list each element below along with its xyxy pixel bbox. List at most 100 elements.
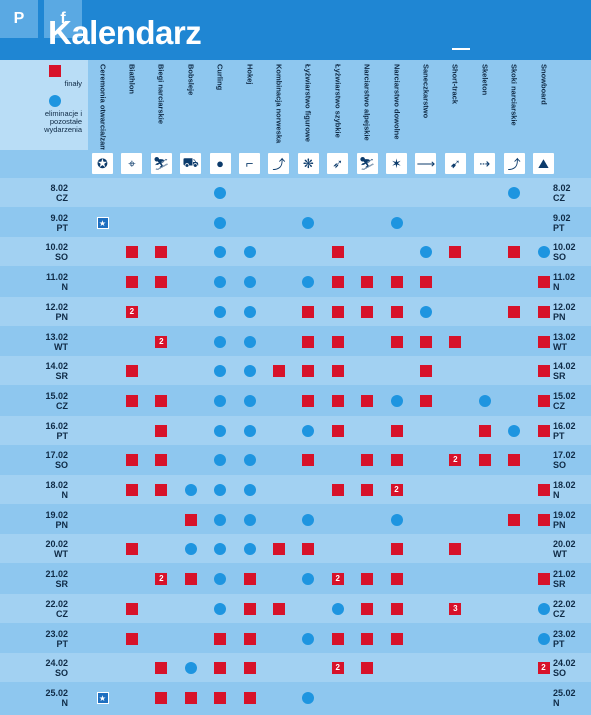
final-marker bbox=[508, 513, 521, 526]
event-marker bbox=[390, 216, 403, 229]
hockey-icon: ⌐ bbox=[239, 153, 260, 174]
row-date-left: 12.02 PN bbox=[45, 301, 68, 322]
final-marker bbox=[390, 602, 403, 615]
event-marker bbox=[302, 513, 315, 526]
ceremony-icon: ✪ bbox=[92, 153, 113, 174]
cross-country-icon: ⛷ bbox=[150, 153, 172, 174]
column-header-label: Łyżwiarstwo szybkie bbox=[333, 64, 343, 138]
final-marker bbox=[331, 632, 344, 645]
final-marker bbox=[361, 632, 374, 645]
final-marker bbox=[243, 662, 256, 675]
table-row: 16.02 PT 16.02 PT bbox=[0, 415, 591, 445]
row-date-right: 19.02 PN bbox=[553, 509, 576, 530]
event-marker bbox=[390, 394, 403, 407]
final-marker: 2 bbox=[449, 454, 462, 467]
final-marker: 2 bbox=[155, 335, 168, 348]
other-legend-marker bbox=[49, 95, 61, 107]
final-marker bbox=[390, 632, 403, 645]
event-marker bbox=[214, 187, 227, 199]
final-marker bbox=[125, 246, 138, 259]
column-header: Narciarstwo dowolne bbox=[382, 60, 411, 150]
final-marker bbox=[361, 454, 374, 467]
event-marker bbox=[243, 484, 256, 496]
event-marker bbox=[214, 573, 227, 586]
row-date-left: 8.02 CZ bbox=[50, 183, 68, 203]
column-header-label: Ceremonia otwarcia/zamknięcia bbox=[98, 64, 107, 150]
pinterest-share-button[interactable]: P bbox=[0, 0, 38, 38]
table-row: 22.02 CZ 22.02 CZ 3 bbox=[0, 593, 591, 623]
event-marker bbox=[243, 454, 256, 467]
final-marker bbox=[243, 632, 256, 645]
final-marker bbox=[331, 305, 344, 318]
table-row: 21.02 SR 21.02 SR 2 2 bbox=[0, 564, 591, 593]
final-marker bbox=[537, 424, 550, 437]
column-header: Łyżwiarstwo szybkie bbox=[323, 60, 352, 150]
table-row: 14.02 SR 14.02 SR bbox=[0, 356, 591, 386]
speed-skating-icon: ➶ bbox=[327, 153, 349, 174]
final-marker bbox=[184, 513, 197, 526]
table-row: 15.02 CZ 15.02 CZ bbox=[0, 386, 591, 415]
event-marker bbox=[243, 365, 256, 378]
event-marker bbox=[214, 365, 227, 378]
row-date-left: 25.02 N bbox=[45, 687, 68, 708]
facebook-share-button[interactable]: f bbox=[44, 0, 82, 38]
final-marker bbox=[449, 246, 462, 259]
column-header: Kombinacja norweska bbox=[264, 60, 293, 150]
final-marker bbox=[508, 454, 521, 467]
biathlon-icon: ⌖ bbox=[121, 153, 143, 174]
row-date-right: 25.02 N bbox=[553, 687, 576, 708]
column-header: Biathlon bbox=[117, 60, 146, 150]
final-marker bbox=[125, 543, 138, 556]
nordic-combined-icon: ⤴ bbox=[268, 153, 290, 174]
event-marker bbox=[214, 335, 227, 348]
final-marker bbox=[537, 573, 550, 586]
final-marker bbox=[361, 394, 374, 407]
final-marker bbox=[272, 543, 285, 556]
table-row: 8.02 CZ 8.02 CZ bbox=[0, 178, 591, 207]
row-date-left: 16.02 PT bbox=[45, 420, 68, 441]
final-marker bbox=[537, 484, 550, 496]
short-track-icon: ➹ bbox=[444, 153, 466, 174]
final-marker bbox=[331, 246, 344, 259]
row-date-right: 9.02 PT bbox=[553, 212, 571, 233]
row-date-left: 24.02 SO bbox=[45, 658, 68, 679]
table-row: 17.02 SO 17.02 SO 2 bbox=[0, 445, 591, 474]
ski-jumping-icon: ⤴ bbox=[503, 153, 525, 174]
column-header: Short-track bbox=[441, 60, 470, 150]
final-marker bbox=[361, 573, 374, 586]
row-date-right: 15.02 CZ bbox=[553, 390, 576, 411]
final-marker bbox=[302, 543, 315, 556]
column-header-label: Saneczkarstwo bbox=[421, 64, 431, 119]
row-date-left: 19.02 PN bbox=[45, 509, 68, 530]
final-marker bbox=[155, 662, 168, 675]
event-marker bbox=[184, 662, 197, 675]
finals-legend-marker bbox=[49, 65, 61, 77]
final-marker bbox=[331, 335, 344, 348]
event-marker bbox=[243, 335, 256, 348]
column-header-label: Biegi narciarskie bbox=[156, 64, 166, 125]
table-row: 24.02 SO 24.02 SO 2 2 bbox=[0, 653, 591, 683]
row-date-left: 14.02 SR bbox=[45, 361, 68, 382]
final-marker bbox=[419, 335, 432, 348]
final-marker: 3 bbox=[449, 602, 462, 615]
final-marker bbox=[537, 513, 550, 526]
row-date-left: 22.02 CZ bbox=[45, 598, 68, 619]
final-marker bbox=[155, 691, 168, 704]
row-date-right: 13.02 WT bbox=[553, 331, 576, 352]
column-header-label: Łyżwiarstwo figurowe bbox=[303, 64, 313, 142]
table-row: 11.02 N 11.02 N bbox=[0, 267, 591, 296]
curling-icon: ● bbox=[209, 153, 231, 174]
final-marker bbox=[302, 335, 315, 348]
column-header: Ceremonia otwarcia/zamknięcia bbox=[88, 60, 117, 150]
final-marker: 2 bbox=[331, 573, 344, 586]
final-marker bbox=[243, 691, 256, 704]
ceremony-marker: ★ bbox=[96, 691, 109, 704]
column-header: Łyżwiarstwo figurowe bbox=[294, 60, 323, 150]
final-marker: 2 bbox=[331, 662, 344, 675]
final-marker bbox=[390, 335, 403, 348]
final-marker bbox=[214, 662, 227, 675]
final-marker bbox=[331, 365, 344, 378]
snowboard-icon: ⛰ bbox=[533, 153, 554, 174]
final-marker bbox=[390, 424, 403, 437]
final-marker bbox=[214, 691, 227, 704]
